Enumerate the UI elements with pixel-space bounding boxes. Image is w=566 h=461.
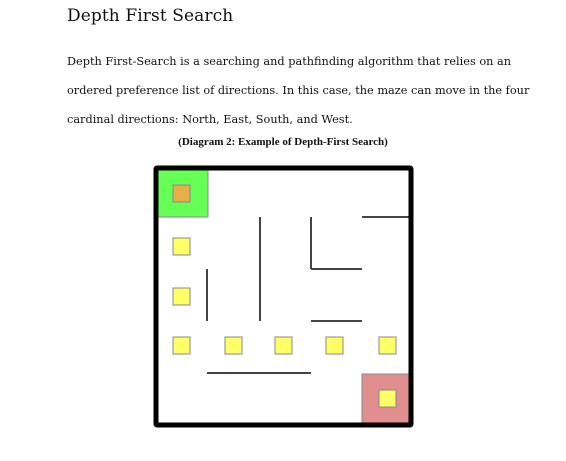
maze-border	[153, 165, 414, 428]
path-marker	[172, 287, 191, 306]
path-marker	[172, 237, 191, 256]
goal-cell	[361, 373, 412, 425]
dfs-path-markers	[172, 184, 397, 408]
path-marker	[378, 336, 397, 355]
path-marker	[172, 336, 191, 355]
paragraph-line: cardinal directions: North, East, South,…	[67, 113, 353, 126]
paragraph-line: Depth First-Search is a searching and pa…	[67, 55, 512, 68]
path-marker	[325, 336, 344, 355]
start-marker	[172, 184, 191, 203]
path-marker	[224, 336, 243, 355]
maze-walls	[206, 216, 411, 374]
goal-marker	[378, 389, 397, 408]
diagram-caption: (Diagram 2: Example of Depth-First Searc…	[178, 136, 388, 148]
section-heading: Depth First Search	[67, 6, 234, 26]
paragraph-line: ordered preference list of directions. I…	[67, 84, 530, 97]
body-paragraph: Depth First-Search is a searching and pa…	[67, 47, 530, 134]
path-marker	[274, 336, 293, 355]
